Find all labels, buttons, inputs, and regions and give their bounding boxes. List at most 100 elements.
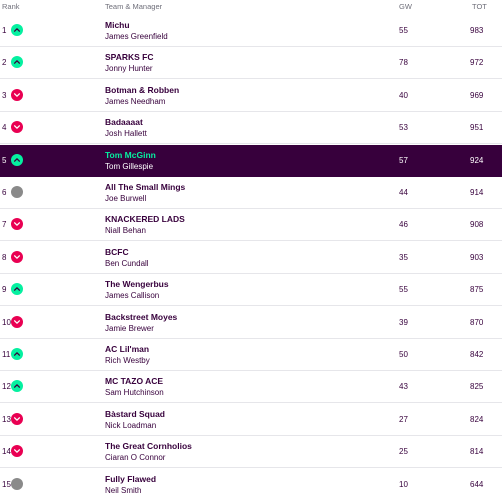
rank-down-icon — [11, 412, 23, 425]
team-name-link[interactable]: Michu — [105, 20, 130, 30]
rank-number: 11 — [2, 350, 11, 359]
rank-number: 4 — [2, 123, 7, 133]
team-name-link[interactable]: The Great Cornholios — [105, 441, 192, 452]
team-name-link[interactable]: Bàstard Squad — [105, 408, 165, 419]
team-name-link[interactable]: Badaaaat — [105, 117, 143, 128]
total-points: 951 — [470, 123, 484, 133]
rank-down-icon — [11, 218, 23, 231]
rank-up-icon — [11, 153, 23, 166]
manager-name: Neil Smith — [105, 485, 142, 495]
table-row-highlighted[interactable]: 5 Tom McGinn Tom Gillespie 57 924 — [0, 144, 502, 177]
manager-name: Nick Loadman — [105, 420, 157, 430]
gameweek-points: 57 — [399, 155, 408, 165]
total-points: 903 — [470, 252, 484, 262]
rank-up-icon — [11, 283, 23, 296]
table-row[interactable]: 2 SPARKS FC Jonny Hunter 78 972 — [0, 47, 502, 80]
team-name-link[interactable]: Fully Flawed — [105, 473, 157, 484]
table-row[interactable]: 7 KNACKERED LADS Niall Behan 46 908 — [0, 209, 502, 242]
rank-number: 2 — [2, 58, 7, 68]
table-row[interactable]: 1 Michu James Greenfield 55 983 — [0, 15, 502, 47]
gameweek-points: 40 — [399, 90, 408, 100]
total-points: 644 — [470, 479, 484, 489]
header-rank: Rank — [2, 2, 20, 11]
team-name-link[interactable]: All The Small Mings — [105, 182, 186, 192]
team-name-link[interactable]: Backstreet Moyes — [105, 311, 178, 322]
rank-number: 12 — [2, 382, 11, 392]
gameweek-points: 10 — [399, 479, 408, 489]
total-points: 983 — [470, 26, 484, 35]
total-points: 870 — [470, 317, 484, 327]
total-points: 814 — [470, 447, 484, 457]
manager-name: James Needham — [105, 96, 166, 106]
manager-name: Sam Hutchinson — [105, 388, 164, 398]
rank-number: 14 — [2, 447, 11, 457]
rank-number: 3 — [2, 90, 7, 100]
header-tot: TOT — [472, 2, 487, 11]
gameweek-points: 43 — [399, 382, 408, 392]
team-name-link[interactable]: MC TAZO ACE — [105, 376, 164, 387]
rank-down-icon — [11, 88, 23, 101]
rank-same-icon — [11, 477, 23, 490]
gameweek-points: 50 — [399, 350, 408, 359]
manager-name: Rich Westby — [105, 356, 150, 365]
team-name-link[interactable]: KNACKERED LADS — [105, 214, 185, 225]
manager-name: Ciaran O Connor — [105, 453, 166, 463]
total-points: 972 — [470, 58, 484, 68]
team-name-link[interactable]: Botman & Robben — [105, 84, 180, 95]
total-points: 924 — [470, 155, 484, 165]
rank-down-icon — [11, 250, 23, 263]
rank-number: 8 — [2, 252, 7, 262]
table-header: Rank Team & Manager GW TOT — [0, 0, 502, 15]
total-points: 875 — [470, 285, 484, 295]
gameweek-points: 46 — [399, 220, 408, 230]
rank-down-icon — [11, 445, 23, 458]
rank-number: 7 — [2, 220, 7, 230]
gameweek-points: 27 — [399, 414, 408, 424]
manager-name: Jonny Hunter — [105, 64, 153, 74]
manager-name: James Callison — [105, 291, 160, 301]
team-name-link[interactable]: The Wengerbus — [105, 279, 169, 290]
rank-same-icon — [11, 186, 23, 198]
table-row[interactable]: 4 Badaaaat Josh Hallett 53 951 — [0, 112, 502, 145]
gameweek-points: 53 — [399, 123, 408, 133]
total-points: 825 — [470, 382, 484, 392]
manager-name: Jamie Brewer — [105, 323, 154, 333]
gameweek-points: 25 — [399, 447, 408, 457]
rank-number: 13 — [2, 414, 11, 424]
team-name-link[interactable]: Tom McGinn — [105, 149, 156, 160]
rank-down-icon — [11, 121, 23, 134]
header-team-manager: Team & Manager — [105, 2, 163, 11]
manager-name: Niall Behan — [105, 226, 146, 236]
table-row[interactable]: 13 Bàstard Squad Nick Loadman 27 824 — [0, 404, 502, 436]
total-points: 914 — [470, 188, 484, 197]
manager-name: Josh Hallett — [105, 129, 147, 139]
gameweek-points: 78 — [399, 58, 408, 68]
table-row[interactable]: 6 All The Small Mings Joe Burwell 44 914 — [0, 177, 502, 209]
rank-number: 15 — [2, 479, 11, 489]
manager-name: Joe Burwell — [105, 194, 147, 203]
gameweek-points: 39 — [399, 317, 408, 327]
rank-number: 6 — [2, 188, 7, 197]
team-name-link[interactable]: AC Lil'man — [105, 344, 150, 354]
rank-number: 1 — [2, 26, 7, 35]
rank-up-icon — [11, 24, 23, 36]
manager-name: Ben Cundall — [105, 258, 149, 268]
rank-up-icon — [11, 348, 23, 360]
total-points: 908 — [470, 220, 484, 230]
table-row[interactable]: 8 BCFC Ben Cundall 35 903 — [0, 242, 502, 274]
table-row[interactable]: 12 MC TAZO ACE Sam Hutchinson 43 825 — [0, 371, 502, 404]
table-row[interactable]: 3 Botman & Robben James Needham 40 969 — [0, 80, 502, 112]
gameweek-points: 35 — [399, 252, 408, 262]
table-row[interactable]: 15 Fully Flawed Neil Smith 10 644 — [0, 469, 502, 500]
rank-number: 9 — [2, 285, 7, 295]
table-row[interactable]: 9 The Wengerbus James Callison 55 875 — [0, 274, 502, 307]
gameweek-points: 55 — [399, 285, 408, 295]
rank-down-icon — [11, 315, 23, 328]
team-name-link[interactable]: SPARKS FC — [105, 52, 154, 63]
table-row[interactable]: 14 The Great Cornholios Ciaran O Connor 25 8… — [0, 436, 502, 469]
table-row[interactable]: 11 AC Lil'man Rich Westby 50 842 — [0, 339, 502, 371]
table-row[interactable]: 10 Backstreet Moyes Jamie Brewer 39 870 — [0, 307, 502, 339]
manager-name: Tom Gillespie — [105, 161, 154, 171]
team-name-link[interactable]: BCFC — [105, 246, 129, 257]
gameweek-points: 55 — [399, 26, 408, 35]
